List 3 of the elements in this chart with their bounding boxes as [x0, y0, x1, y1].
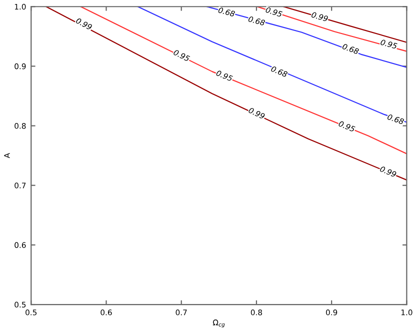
line-series — [137, 6, 407, 123]
line-series — [46, 6, 407, 181]
line-series — [206, 6, 407, 68]
